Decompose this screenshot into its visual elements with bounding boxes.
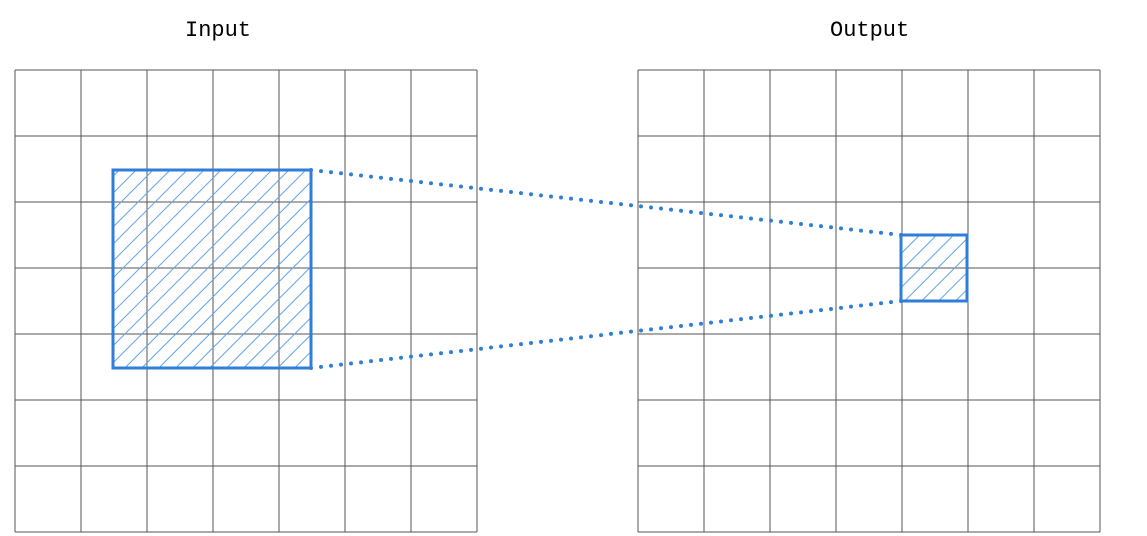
output-grid — [638, 70, 1100, 532]
input-highlight — [113, 170, 311, 368]
diagram-canvas — [0, 0, 1147, 536]
input-label: Input — [185, 18, 251, 43]
output-label: Output — [830, 18, 909, 43]
output-highlight — [901, 235, 967, 301]
